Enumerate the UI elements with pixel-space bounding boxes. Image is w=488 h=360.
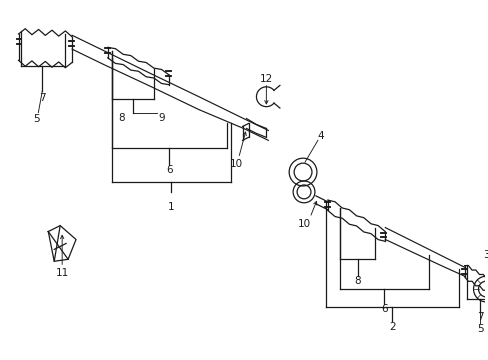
Text: 9: 9 <box>158 113 164 122</box>
Text: 10: 10 <box>229 159 243 169</box>
Text: 10: 10 <box>297 219 310 229</box>
Text: 4: 4 <box>317 131 324 141</box>
Text: 3: 3 <box>482 250 488 260</box>
Text: 7: 7 <box>39 93 45 103</box>
Text: 2: 2 <box>388 322 395 332</box>
Text: 12: 12 <box>259 74 272 84</box>
Text: 11: 11 <box>56 268 69 278</box>
Text: 1: 1 <box>167 202 174 212</box>
Text: 5: 5 <box>476 324 483 334</box>
Text: 6: 6 <box>380 304 387 314</box>
Text: 8: 8 <box>118 113 125 122</box>
Text: 6: 6 <box>165 165 172 175</box>
Text: 7: 7 <box>476 312 483 322</box>
Text: 5: 5 <box>33 113 40 123</box>
Text: 8: 8 <box>353 276 360 286</box>
